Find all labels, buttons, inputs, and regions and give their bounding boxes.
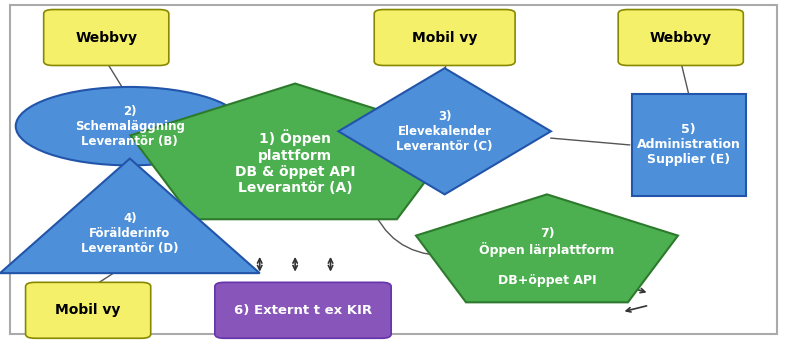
Text: 5)
Administration
Supplier (E): 5) Administration Supplier (E) <box>637 123 741 166</box>
FancyArrowPatch shape <box>371 204 442 256</box>
Polygon shape <box>338 68 551 194</box>
Text: Mobil vy: Mobil vy <box>412 30 478 45</box>
FancyBboxPatch shape <box>44 10 169 65</box>
FancyArrowPatch shape <box>215 130 238 143</box>
Text: Webbvy: Webbvy <box>650 30 711 45</box>
Text: 6) Externt t ex KIR: 6) Externt t ex KIR <box>234 304 372 317</box>
FancyBboxPatch shape <box>619 10 743 65</box>
Polygon shape <box>416 194 678 302</box>
Ellipse shape <box>16 87 244 165</box>
Text: 3)
Elevekalender
Leverantör (C): 3) Elevekalender Leverantör (C) <box>397 110 493 153</box>
Text: 7)
Öppen lärplattform

DB+öppet API: 7) Öppen lärplattform DB+öppet API <box>479 227 615 287</box>
Bar <box>631 94 746 196</box>
FancyBboxPatch shape <box>25 282 151 338</box>
FancyArrowPatch shape <box>353 139 389 146</box>
FancyArrowPatch shape <box>220 186 254 206</box>
Polygon shape <box>0 159 260 273</box>
Text: 1) Öppen
plattform
DB & öppet API
Leverantör (A): 1) Öppen plattform DB & öppet API Levera… <box>235 130 356 195</box>
FancyBboxPatch shape <box>375 10 515 65</box>
Polygon shape <box>131 84 460 219</box>
Text: 4)
Förälderinfo
Leverantör (D): 4) Förälderinfo Leverantör (D) <box>81 212 179 255</box>
FancyBboxPatch shape <box>215 282 391 338</box>
Text: 2)
Schemaläggning
Leverantör (B): 2) Schemaläggning Leverantör (B) <box>75 105 185 148</box>
Text: Webbvy: Webbvy <box>76 30 137 45</box>
Text: Mobil vy: Mobil vy <box>55 303 121 317</box>
